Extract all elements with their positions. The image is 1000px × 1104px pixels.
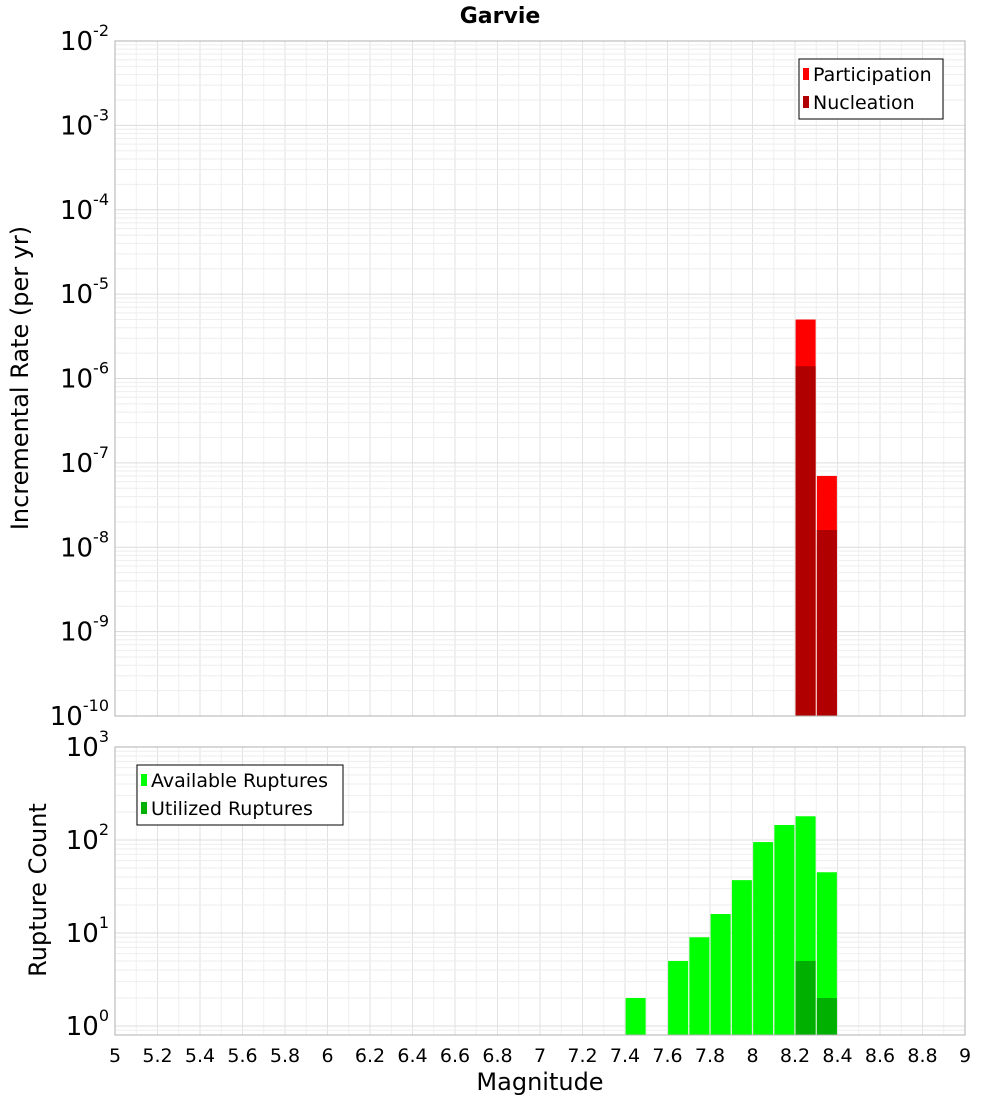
y-tick-exponent: 2 — [99, 820, 109, 839]
x-tick-label: 6.8 — [482, 1045, 512, 1067]
x-tick-label: 6.4 — [397, 1045, 427, 1067]
rate-bar-nucleation — [795, 366, 816, 716]
x-tick-label: 8.8 — [907, 1045, 937, 1067]
y-tick-exponent: -6 — [93, 359, 109, 378]
x-tick-label: 7 — [534, 1045, 546, 1067]
count-bar-utilized-ruptures — [795, 960, 816, 1035]
y-tick-base: 10 — [60, 111, 93, 141]
x-tick-label: 7.4 — [610, 1045, 640, 1067]
y-tick-base: 10 — [60, 365, 93, 395]
x-tick-label: 7.8 — [695, 1045, 725, 1067]
x-tick-label: 5.2 — [142, 1045, 172, 1067]
y-tick-label: 100 — [66, 1006, 109, 1042]
count-bar-available-ruptures — [710, 914, 731, 1035]
y-tick-base: 10 — [66, 826, 99, 856]
y-tick-base: 10 — [60, 533, 93, 563]
y-tick-exponent: -4 — [93, 190, 109, 209]
top-plot: 10-1010-910-810-710-610-510-410-310-2Par… — [50, 21, 966, 732]
x-tick-label: 5 — [109, 1045, 121, 1067]
x-tick-label: 8 — [746, 1045, 758, 1067]
y-tick-base: 10 — [66, 1012, 99, 1042]
y-tick-label: 10-3 — [60, 105, 109, 141]
legend-label: Utilized Ruptures — [151, 798, 313, 820]
x-tick-label: 6.6 — [440, 1045, 470, 1067]
y-tick-exponent: -8 — [93, 527, 109, 546]
legend-label: Available Ruptures — [151, 770, 328, 792]
y-tick-base: 10 — [66, 733, 99, 763]
top-y-axis-label: Incremental Rate (per yr) — [6, 226, 34, 530]
x-tick-label: 8.6 — [865, 1045, 895, 1067]
y-tick-exponent: -7 — [93, 443, 109, 462]
legend-swatch — [141, 802, 147, 814]
y-tick-exponent: 3 — [99, 727, 109, 746]
y-tick-exponent: -10 — [83, 696, 109, 715]
y-tick-label: 103 — [66, 727, 109, 763]
x-tick-label: 8.4 — [822, 1045, 852, 1067]
y-tick-label: 10-5 — [60, 274, 109, 310]
y-tick-base: 10 — [50, 702, 83, 732]
legend-box — [136, 764, 344, 826]
legend-label: Nucleation — [813, 92, 915, 114]
bottom-y-axis-label: Rupture Count — [24, 803, 52, 977]
y-tick-base: 10 — [60, 280, 93, 310]
y-tick-exponent: -9 — [93, 612, 109, 631]
count-bar-utilized-ruptures — [816, 997, 837, 1035]
rate-bar-nucleation — [816, 530, 837, 716]
legend-swatch — [803, 96, 809, 108]
x-tick-label: 5.6 — [227, 1045, 257, 1067]
x-tick-label: 5.8 — [270, 1045, 300, 1067]
count-bar-available-ruptures — [753, 842, 774, 1035]
legend-box — [798, 58, 944, 120]
y-tick-exponent: -5 — [93, 274, 109, 293]
legend-label: Participation — [813, 64, 932, 86]
y-tick-exponent: -3 — [93, 105, 109, 124]
x-tick-label: 9 — [959, 1045, 971, 1067]
count-bar-available-ruptures — [731, 880, 752, 1035]
x-axis-label: Magnitude — [476, 1068, 603, 1096]
y-tick-label: 10-10 — [50, 696, 109, 732]
x-tick-label: 6 — [321, 1045, 333, 1067]
x-tick-label: 7.2 — [567, 1045, 597, 1067]
y-tick-base: 10 — [66, 919, 99, 949]
plot-frame — [114, 40, 966, 717]
x-tick-label: 6.2 — [355, 1045, 385, 1067]
y-tick-label: 10-9 — [60, 612, 109, 648]
count-bar-available-ruptures — [774, 824, 795, 1035]
y-tick-label: 102 — [66, 820, 109, 856]
y-tick-base: 10 — [60, 196, 93, 226]
count-bar-available-ruptures — [816, 872, 837, 1035]
y-tick-label: 10-4 — [60, 190, 109, 226]
x-tick-label: 8.2 — [780, 1045, 810, 1067]
y-tick-label: 101 — [66, 913, 109, 949]
plot-frame — [114, 746, 966, 1036]
y-tick-base: 10 — [60, 618, 93, 648]
rate-legend: Participation Nucleation — [798, 58, 944, 120]
y-tick-base: 10 — [60, 27, 93, 57]
count-legend: Available Ruptures Utilized Ruptures — [136, 764, 344, 826]
count-bar-available-ruptures — [668, 960, 689, 1035]
legend-swatch — [141, 774, 147, 786]
legend-swatch — [803, 68, 809, 80]
chart-title: Garvie — [460, 4, 541, 29]
y-tick-label: 10-8 — [60, 527, 109, 563]
count-bar-available-ruptures — [625, 997, 646, 1035]
x-tick-label: 7.6 — [652, 1045, 682, 1067]
y-tick-exponent: -2 — [93, 21, 109, 40]
y-tick-label: 10-7 — [60, 443, 109, 479]
y-tick-exponent: 0 — [99, 1006, 109, 1025]
y-tick-base: 10 — [60, 449, 93, 479]
count-bar-available-ruptures — [689, 937, 710, 1035]
y-tick-exponent: 1 — [99, 913, 109, 932]
x-tick-label: 5.4 — [185, 1045, 215, 1067]
y-tick-label: 10-2 — [60, 21, 109, 57]
y-tick-label: 10-6 — [60, 359, 109, 395]
